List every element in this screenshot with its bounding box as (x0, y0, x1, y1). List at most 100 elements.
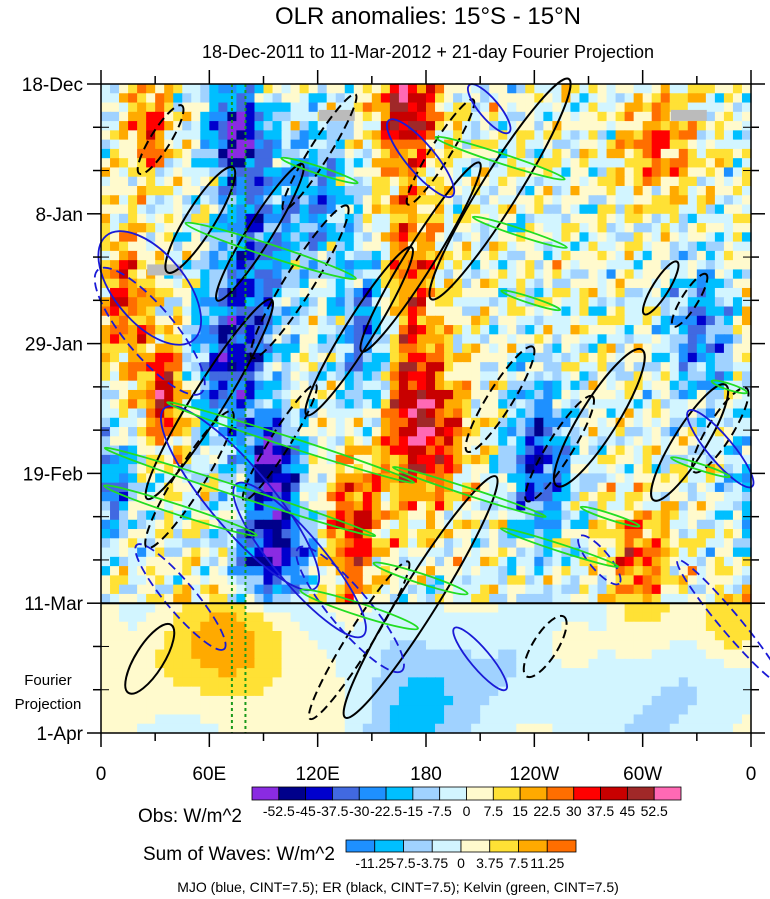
heatmap-cell (534, 223, 544, 233)
heatmap-cell (597, 121, 608, 131)
heatmap-cell (362, 705, 373, 716)
heatmap-cell (453, 93, 463, 104)
heatmap-cell (624, 204, 635, 215)
heatmap-cell (678, 649, 689, 660)
heatmap-cell (254, 603, 265, 614)
heatmap-cell (579, 575, 590, 586)
heatmap-cell (741, 603, 752, 614)
heatmap-cell (543, 371, 553, 382)
heatmap-cell (407, 260, 418, 271)
heatmap-cell (254, 566, 265, 576)
heatmap-cell (218, 260, 228, 271)
heatmap-cell (678, 121, 689, 131)
heatmap-cell (137, 705, 147, 716)
heatmap-cell (299, 445, 310, 456)
heatmap-cell (146, 538, 156, 549)
heatmap-cell (389, 343, 400, 354)
heatmap-cell (570, 491, 581, 502)
heatmap-cell (335, 538, 346, 549)
heatmap-cell (308, 482, 319, 493)
heatmap-cell (416, 464, 427, 474)
heatmap-cell (732, 241, 743, 252)
heatmap-cell (552, 482, 563, 493)
heatmap-cell (660, 297, 671, 308)
heatmap-cell (552, 417, 563, 428)
heatmap-cell (624, 686, 635, 697)
heatmap-cell (498, 389, 508, 400)
heatmap-cell (687, 668, 698, 678)
heatmap-cell (588, 566, 599, 576)
heatmap-cell (344, 445, 355, 456)
heatmap-cell (263, 649, 274, 660)
heatmap-cell (597, 352, 608, 363)
heatmap-cell (218, 352, 228, 363)
heatmap-cell (687, 473, 698, 484)
heatmap-cell (119, 343, 129, 354)
heatmap-cell (416, 185, 427, 196)
heatmap-cell (398, 686, 409, 697)
heatmap-cell (516, 315, 526, 326)
heatmap-cell (101, 686, 111, 697)
heatmap-cell (272, 575, 283, 586)
heatmap-cell (714, 250, 725, 261)
heatmap-cell (344, 130, 355, 141)
heatmap-cell (597, 668, 608, 678)
heatmap-cell (543, 315, 553, 326)
heatmap-cell (597, 250, 608, 261)
heatmap-cell (651, 631, 662, 641)
heatmap-cell (498, 371, 508, 382)
heatmap-cell (471, 538, 481, 549)
heatmap-cell (128, 380, 138, 391)
heatmap-cell (642, 408, 653, 419)
heatmap-cell (525, 250, 535, 261)
heatmap-cell (137, 278, 147, 289)
heatmap-cell (444, 148, 454, 159)
heatmap-cell (281, 297, 292, 308)
heatmap-cell (236, 176, 247, 187)
heatmap-cell (290, 529, 301, 539)
heatmap-cell (263, 269, 274, 280)
heatmap-cell (588, 575, 599, 586)
heatmap-cell (507, 380, 517, 391)
heatmap-cell (290, 195, 301, 206)
heatmap-cell (651, 473, 662, 484)
heatmap-cell (389, 417, 400, 428)
heatmap-cell (200, 315, 210, 326)
heatmap-cell (651, 121, 662, 131)
heatmap-cell (723, 352, 734, 363)
heatmap-cell (398, 121, 409, 131)
heatmap-cell (110, 315, 120, 326)
heatmap-cell (570, 158, 581, 169)
heatmap-cell (570, 464, 581, 474)
heatmap-cell (101, 631, 111, 641)
heatmap-cell (200, 473, 210, 484)
heatmap-cell (480, 278, 490, 289)
heatmap-cell (110, 195, 120, 206)
heatmap-cell (236, 723, 247, 734)
heatmap-cell (426, 185, 436, 196)
heatmap-cell (687, 677, 698, 688)
heatmap-cell (164, 352, 174, 363)
heatmap-cell (371, 436, 382, 447)
heatmap-cell (227, 204, 238, 215)
heatmap-cell (543, 427, 553, 437)
heatmap-cell (714, 362, 725, 373)
heatmap-cell (579, 677, 590, 688)
heatmap-cell (380, 185, 391, 196)
heatmap-cell (209, 538, 219, 549)
heatmap-cell (326, 93, 337, 104)
heatmap-cell (561, 612, 572, 623)
heatmap-cell (462, 473, 472, 484)
heatmap-cell (525, 130, 535, 141)
heatmap-cell (543, 575, 553, 586)
heatmap-cell (435, 325, 445, 335)
heatmap-cell (480, 677, 490, 688)
heatmap-cell (552, 325, 563, 335)
heatmap-cell (173, 723, 183, 734)
heatmap-cell (696, 380, 707, 391)
heatmap-cell (543, 380, 553, 391)
heatmap-cell (407, 464, 418, 474)
heatmap-cell (281, 389, 292, 400)
heatmap-cell (191, 631, 201, 641)
heatmap-cell (435, 603, 445, 614)
